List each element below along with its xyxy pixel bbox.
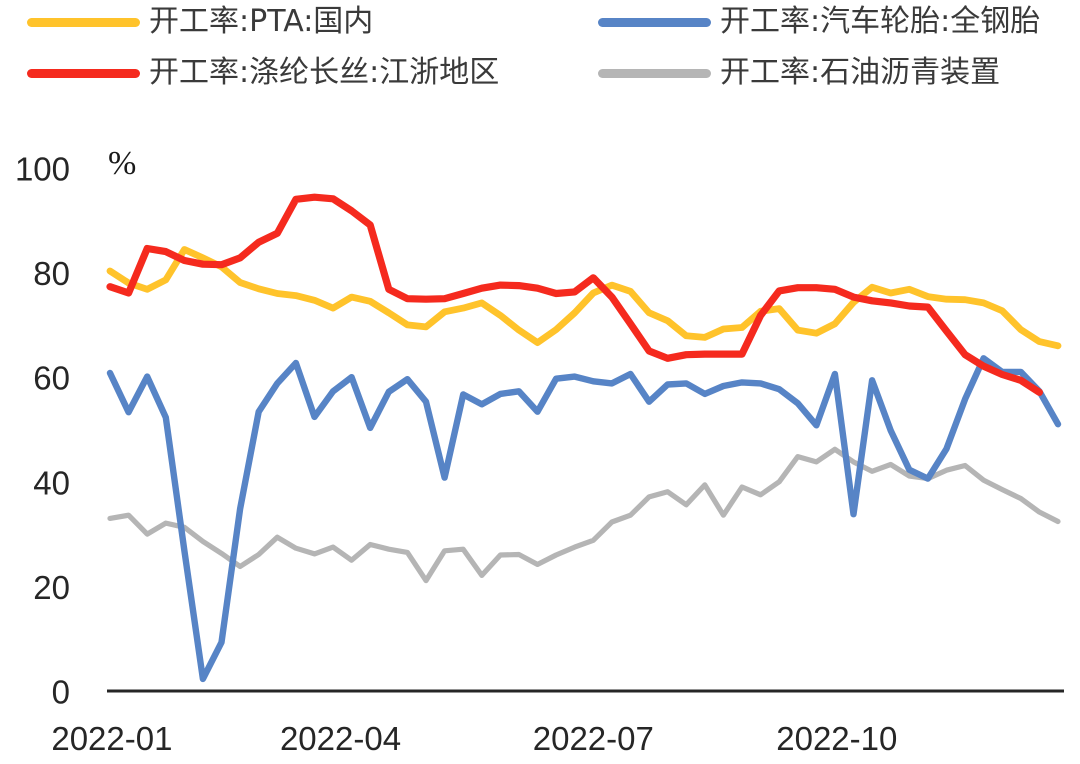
y-tick-label-40: 40: [33, 464, 70, 501]
legend-swatch-truck-tire: [598, 17, 711, 27]
legend-label-asphalt: 开工率:石油沥青装置: [720, 55, 1001, 90]
y-tick-label-60: 60: [33, 360, 70, 397]
legend-item-truck-tire: 开工率:汽车轮胎:全钢胎: [598, 4, 1040, 40]
x-tick-label-2022-01: 2022-01: [51, 720, 172, 757]
legend-swatch-pta: [27, 17, 140, 27]
series-line-开工率:汽车轮胎:全钢胎: [106, 355, 1062, 683]
legend-swatch-polyester: [27, 68, 140, 78]
legend-item-polyester: 开工率:涤纶长丝:江浙地区: [27, 55, 499, 91]
legend-label-pta: 开工率:PTA:国内: [149, 4, 374, 39]
legend-swatch-asphalt: [598, 68, 711, 78]
x-tick-label-2022-10: 2022-10: [776, 720, 897, 757]
legend-label-polyester: 开工率:涤纶长丝:江浙地区: [149, 55, 500, 90]
x-tick-label-2022-04: 2022-04: [280, 720, 401, 757]
series-line-开工率:涤纶长丝:江浙地区: [106, 193, 1044, 396]
y-tick-label-100: 100: [15, 151, 70, 188]
legend-label-truck-tire: 开工率:汽车轮胎:全钢胎: [720, 4, 1041, 39]
y-tick-label-0: 0: [52, 674, 70, 711]
y-tick-label-80: 80: [33, 255, 70, 292]
y-tick-label-20: 20: [33, 569, 70, 606]
series-lines: [106, 193, 1062, 683]
series-line-开工率:PTA:国内: [106, 246, 1062, 350]
series-line-开工率:石油沥青装置: [107, 446, 1061, 584]
legend-item-pta: 开工率:PTA:国内: [27, 4, 373, 40]
y-axis-unit-label: %: [108, 145, 136, 182]
legend-item-asphalt: 开工率:石油沥青装置: [598, 55, 1000, 91]
axis-ticks: 0 20 40 60 80 100 2022-01 2022-04 2022-07 2022-10: [15, 151, 1064, 757]
x-tick-label-2022-07: 2022-07: [533, 720, 654, 757]
